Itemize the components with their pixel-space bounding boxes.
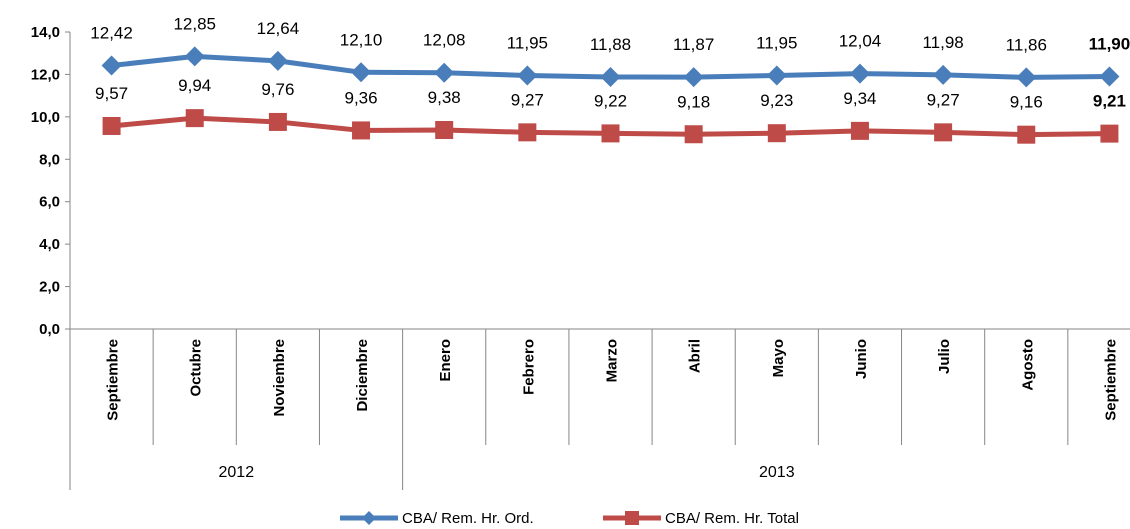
category-label: Diciembre: [354, 339, 371, 412]
data-label: 12,10: [340, 30, 383, 49]
data-label: 9,34: [843, 89, 876, 108]
legend-item: CBA/ Rem. Hr. Total: [603, 510, 799, 527]
year-group-label: 2012: [219, 464, 255, 481]
series-rem-hr-total: 9,57 9,94 9,76 9,36 9,38 9,27 9,22 9,18 9,23 9,34…: [95, 76, 1126, 144]
category-label: Junio: [853, 339, 870, 379]
legend-item: CBA/ Rem. Hr. Ord.: [340, 510, 534, 527]
category-label: Octubre: [188, 339, 205, 397]
data-label: 11,88: [590, 35, 631, 54]
data-point: [267, 50, 288, 71]
data-point: [1100, 124, 1119, 143]
category-label: Mayo: [770, 339, 787, 377]
data-label: 9,36: [344, 88, 377, 107]
legend-marker: [625, 511, 639, 525]
category-label: Marzo: [604, 339, 621, 382]
data-label: 12,08: [423, 31, 466, 50]
data-label: 9,76: [261, 80, 294, 99]
data-point: [600, 66, 621, 87]
data-label: 9,23: [760, 91, 793, 110]
data-point: [184, 46, 205, 67]
y-tick-label: 8,0: [39, 151, 60, 168]
data-point: [683, 67, 704, 88]
data-label: 9,21: [1093, 92, 1126, 111]
y-tick-label: 14,0: [31, 24, 60, 41]
y-tick-label: 2,0: [39, 279, 60, 296]
data-point: [766, 65, 787, 86]
data-point: [351, 62, 372, 83]
data-point: [601, 124, 620, 143]
category-label: Febrero: [520, 339, 537, 395]
legend-label: CBA/ Rem. Hr. Total: [665, 510, 799, 527]
legend-label: CBA/ Rem. Hr. Ord.: [402, 510, 534, 527]
data-point: [352, 121, 371, 140]
data-point: [434, 62, 455, 83]
data-label: 9,27: [511, 90, 544, 109]
data-label: 9,16: [1010, 93, 1043, 112]
y-tick-label: 10,0: [31, 109, 60, 126]
data-point: [933, 64, 954, 85]
data-point: [435, 121, 454, 140]
legend: CBA/ Rem. Hr. Ord. CBA/ Rem. Hr. Total: [340, 510, 799, 527]
year-group-label: 2013: [759, 464, 795, 481]
data-label: 9,94: [178, 76, 211, 95]
data-label: 12,04: [839, 32, 882, 51]
data-point: [102, 116, 121, 135]
data-label: 12,42: [90, 24, 133, 43]
category-label: Agosto: [1019, 339, 1036, 391]
data-label: 11,95: [507, 33, 548, 52]
y-tick-label: 12,0: [31, 66, 60, 83]
data-label: 9,57: [95, 84, 128, 103]
data-label: 9,27: [927, 90, 960, 109]
axes: 0,0 2,0 4,0 6,0 8,0 10,0 12,0 14,0 Septiembre Oct…: [31, 24, 1130, 490]
y-tick-label: 0,0: [39, 321, 60, 338]
data-label: 12,85: [173, 14, 216, 33]
data-point: [1099, 66, 1120, 87]
data-point: [1017, 125, 1036, 144]
data-point: [1016, 67, 1037, 88]
data-point: [934, 123, 953, 142]
data-label: 11,95: [756, 33, 797, 52]
category-label: Noviembre: [271, 339, 288, 417]
data-label: 11,87: [673, 35, 714, 54]
data-label: 12,64: [257, 19, 300, 38]
category-label: Septiembre: [105, 339, 122, 421]
series-rem-hr-ord: 12,42 12,85 12,64 12,10 12,08 11,95 11,88 11,87…: [90, 14, 1130, 88]
data-label: 9,38: [428, 88, 461, 107]
data-point: [849, 63, 870, 84]
data-point: [101, 55, 122, 76]
y-tick-label: 4,0: [39, 236, 60, 253]
data-label: 11,98: [922, 33, 963, 52]
data-point: [518, 123, 537, 142]
data-label: 11,90: [1089, 35, 1130, 54]
data-point: [684, 125, 703, 144]
data-point: [517, 65, 538, 86]
legend-marker: [362, 511, 376, 525]
data-point: [850, 121, 869, 140]
data-label: 9,22: [594, 91, 627, 110]
category-label: Julio: [936, 339, 953, 374]
category-label: Septiembre: [1102, 339, 1119, 421]
data-label: 9,18: [677, 92, 710, 111]
category-label: Enero: [437, 339, 454, 382]
data-point: [767, 124, 786, 143]
series-layer: 12,42 12,85 12,64 12,10 12,08 11,95 11,88 11,87…: [90, 14, 1130, 144]
data-point: [268, 112, 287, 131]
data-point: [185, 109, 204, 128]
data-label: 11,86: [1006, 35, 1047, 54]
y-tick-label: 6,0: [39, 194, 60, 211]
category-label: Abril: [687, 339, 704, 373]
